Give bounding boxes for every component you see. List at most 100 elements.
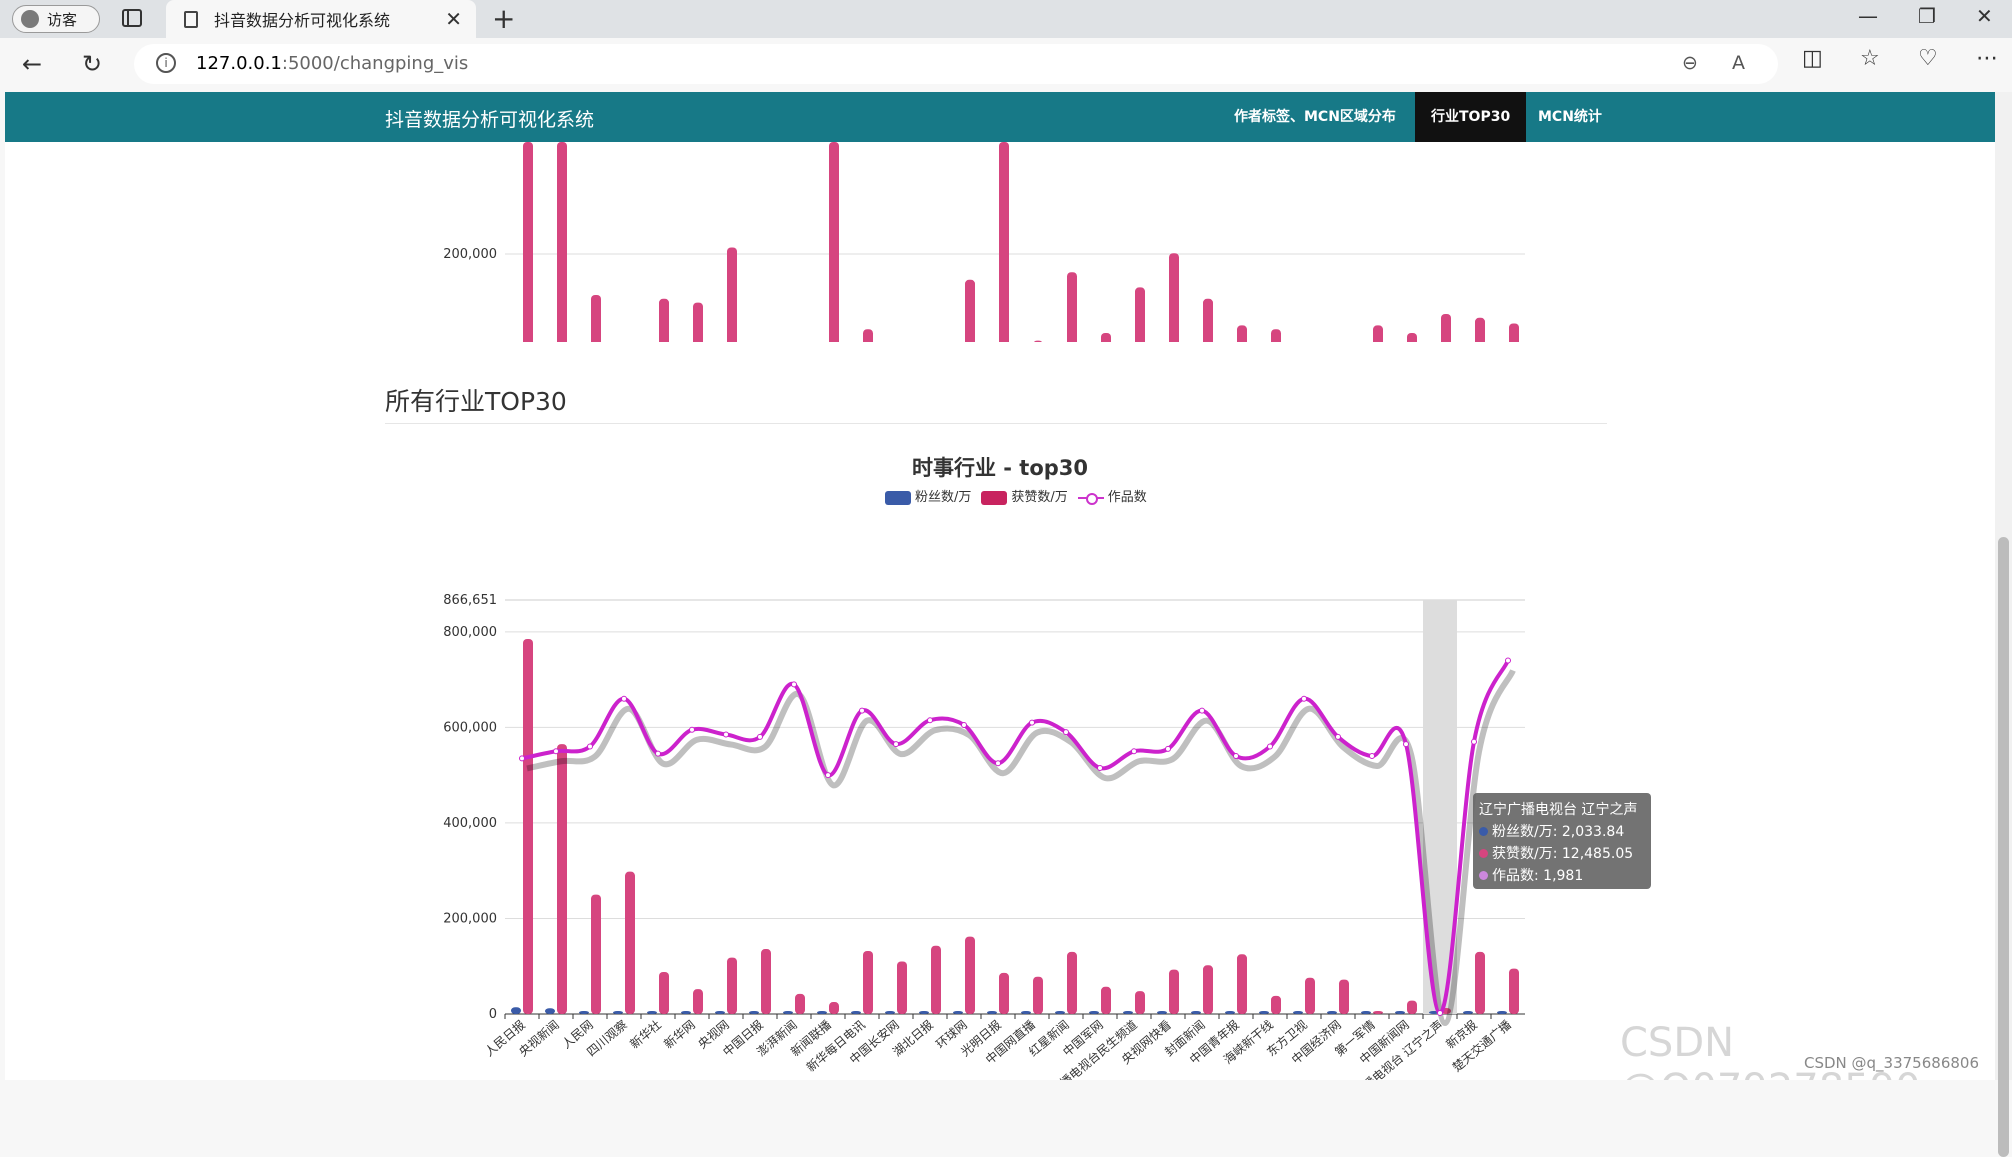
split-screen-icon[interactable]: ◫ <box>1802 46 1823 71</box>
point-works <box>587 743 593 750</box>
bar-likes <box>1441 314 1451 342</box>
bar-fans <box>545 1008 555 1014</box>
point-works <box>791 681 797 688</box>
tab-actions-icon[interactable] <box>122 9 142 27</box>
browser-tab[interactable]: 抖音数据分析可视化系统 ✕ <box>166 0 476 38</box>
back-icon[interactable]: ← <box>22 50 43 78</box>
point-works <box>1097 764 1103 771</box>
y-tick-label: 600,000 <box>443 720 497 735</box>
y-tick-label: 200,000 <box>443 247 497 262</box>
bar-likes <box>1203 298 1213 342</box>
bar-likes <box>1101 333 1111 342</box>
scrollbar-thumb[interactable] <box>1998 537 2009 1157</box>
nav-mcn-stats[interactable]: MCN统计 <box>1538 109 1602 125</box>
bar-likes <box>999 142 1009 342</box>
bar-likes <box>1271 995 1281 1014</box>
read-aloud-icon[interactable]: A <box>1732 52 1745 74</box>
tooltip-title: 辽宁广播电视台 辽宁之声 <box>1479 802 1638 818</box>
chart-tooltip: 辽宁广播电视台 辽宁之声 粉丝数/万: 2,033.84 获赞数/万: 12,4… <box>1473 793 1651 889</box>
browser-essentials-icon[interactable]: ♡ <box>1918 46 1938 71</box>
point-works <box>1233 753 1239 760</box>
main-chart[interactable]: 866,651800,000600,000400,000200,0000人民日报… <box>5 492 1995 1080</box>
bar-likes <box>727 247 737 342</box>
minimize-icon[interactable]: — <box>1858 4 1878 28</box>
tooltip-fans: 粉丝数/万: 2,033.84 <box>1479 821 1645 843</box>
point-works <box>723 731 729 738</box>
nav-industry-top30[interactable]: 行业TOP30 <box>1415 92 1527 142</box>
watermark: CSDN @Q079278590 <box>1620 1020 1921 1080</box>
bar-likes <box>761 949 771 1014</box>
bar-fans <box>1225 1011 1235 1014</box>
user-avatar-icon <box>21 10 39 28</box>
bar-likes <box>523 639 533 1014</box>
bar-likes <box>1033 340 1043 342</box>
bar-likes <box>965 279 975 342</box>
point-works <box>519 755 525 762</box>
x-tick-label: 新华社 <box>627 1017 664 1052</box>
section-title: 所有行业TOP30 <box>385 387 567 416</box>
bar-likes <box>1169 969 1179 1014</box>
point-works <box>893 741 899 748</box>
bar-likes <box>1305 977 1315 1014</box>
legend-fans[interactable]: 粉丝数/万 <box>885 486 971 505</box>
bar-fans <box>783 1011 793 1014</box>
x-tick-label: 新华网 <box>661 1017 698 1052</box>
legend-works[interactable]: 作品数 <box>1077 486 1147 505</box>
url-input[interactable]: i 127.0.0.1:5000/changping_vis ⊖ A <box>134 44 1778 84</box>
point-works <box>1403 741 1409 748</box>
site-brand[interactable]: 抖音数据分析可视化系统 <box>385 109 595 131</box>
bar-likes <box>693 302 703 342</box>
line-works-shadow <box>526 669 1516 1027</box>
zoom-icon[interactable]: ⊖ <box>1682 52 1698 74</box>
bar-likes <box>1271 329 1281 342</box>
nav-author-tags[interactable]: 作者标签、MCN区域分布 <box>1234 109 1396 125</box>
page-scrollbar[interactable] <box>1995 92 2012 1157</box>
new-tab-icon[interactable]: + <box>492 2 516 35</box>
refresh-icon[interactable]: ↻ <box>82 50 103 78</box>
bar-likes <box>1373 1011 1383 1014</box>
guest-profile-button[interactable]: 访客 <box>12 5 100 33</box>
point-works <box>1199 707 1205 714</box>
more-menu-icon[interactable]: ⋯ <box>1976 46 1998 71</box>
bar-likes <box>1135 991 1145 1014</box>
chart-legend: 粉丝数/万 获赞数/万 作品数 <box>885 486 1147 505</box>
bar-fans <box>749 1011 759 1014</box>
bar-fans <box>851 1011 861 1014</box>
point-works <box>1063 729 1069 736</box>
point-works <box>1029 719 1035 726</box>
bar-fans <box>613 1011 623 1014</box>
bar-fans <box>1395 1011 1405 1014</box>
bar-likes <box>1237 954 1247 1014</box>
favorites-icon[interactable]: ☆ <box>1860 46 1880 71</box>
legend-likes[interactable]: 获赞数/万 <box>981 486 1068 505</box>
close-tab-icon[interactable]: ✕ <box>445 7 462 31</box>
bar-fans <box>647 1011 657 1014</box>
bar-fans <box>1157 1011 1167 1014</box>
point-works <box>1267 743 1273 750</box>
bar-likes <box>1067 951 1077 1014</box>
bar-fans <box>1293 1011 1303 1014</box>
bar-likes <box>727 957 737 1014</box>
url-text: 127.0.0.1:5000/changping_vis <box>196 53 469 74</box>
bar-likes <box>897 961 907 1014</box>
bar-likes <box>829 142 839 342</box>
browser-tab-bar: 访客 抖音数据分析可视化系统 ✕ + — ❐ ✕ <box>0 0 2012 38</box>
bar-fans <box>1463 1011 1473 1014</box>
bar-fans <box>953 1011 963 1014</box>
point-works <box>1335 733 1341 740</box>
bar-fans <box>1327 1011 1337 1014</box>
address-bar-row: ← ↻ i 127.0.0.1:5000/changping_vis ⊖ A ◫… <box>0 38 2012 92</box>
close-window-icon[interactable]: ✕ <box>1976 4 1993 28</box>
y-tick-label: 800,000 <box>443 625 497 640</box>
bar-likes <box>1203 965 1213 1014</box>
point-works <box>1369 753 1375 760</box>
bar-likes <box>1067 272 1077 342</box>
previous-chart: 200,0000人民日报央视新闻陈赫刘德华陈翔六点半疯狂小杨哥毒舌电影李子柒张同… <box>443 142 1525 342</box>
point-works <box>1437 1010 1443 1017</box>
site-info-icon[interactable]: i <box>156 53 176 73</box>
restore-icon[interactable]: ❐ <box>1918 4 1936 28</box>
bar-likes <box>1509 323 1519 342</box>
bar-likes <box>1237 325 1247 342</box>
bar-likes <box>795 993 805 1014</box>
bar-likes <box>999 972 1009 1014</box>
